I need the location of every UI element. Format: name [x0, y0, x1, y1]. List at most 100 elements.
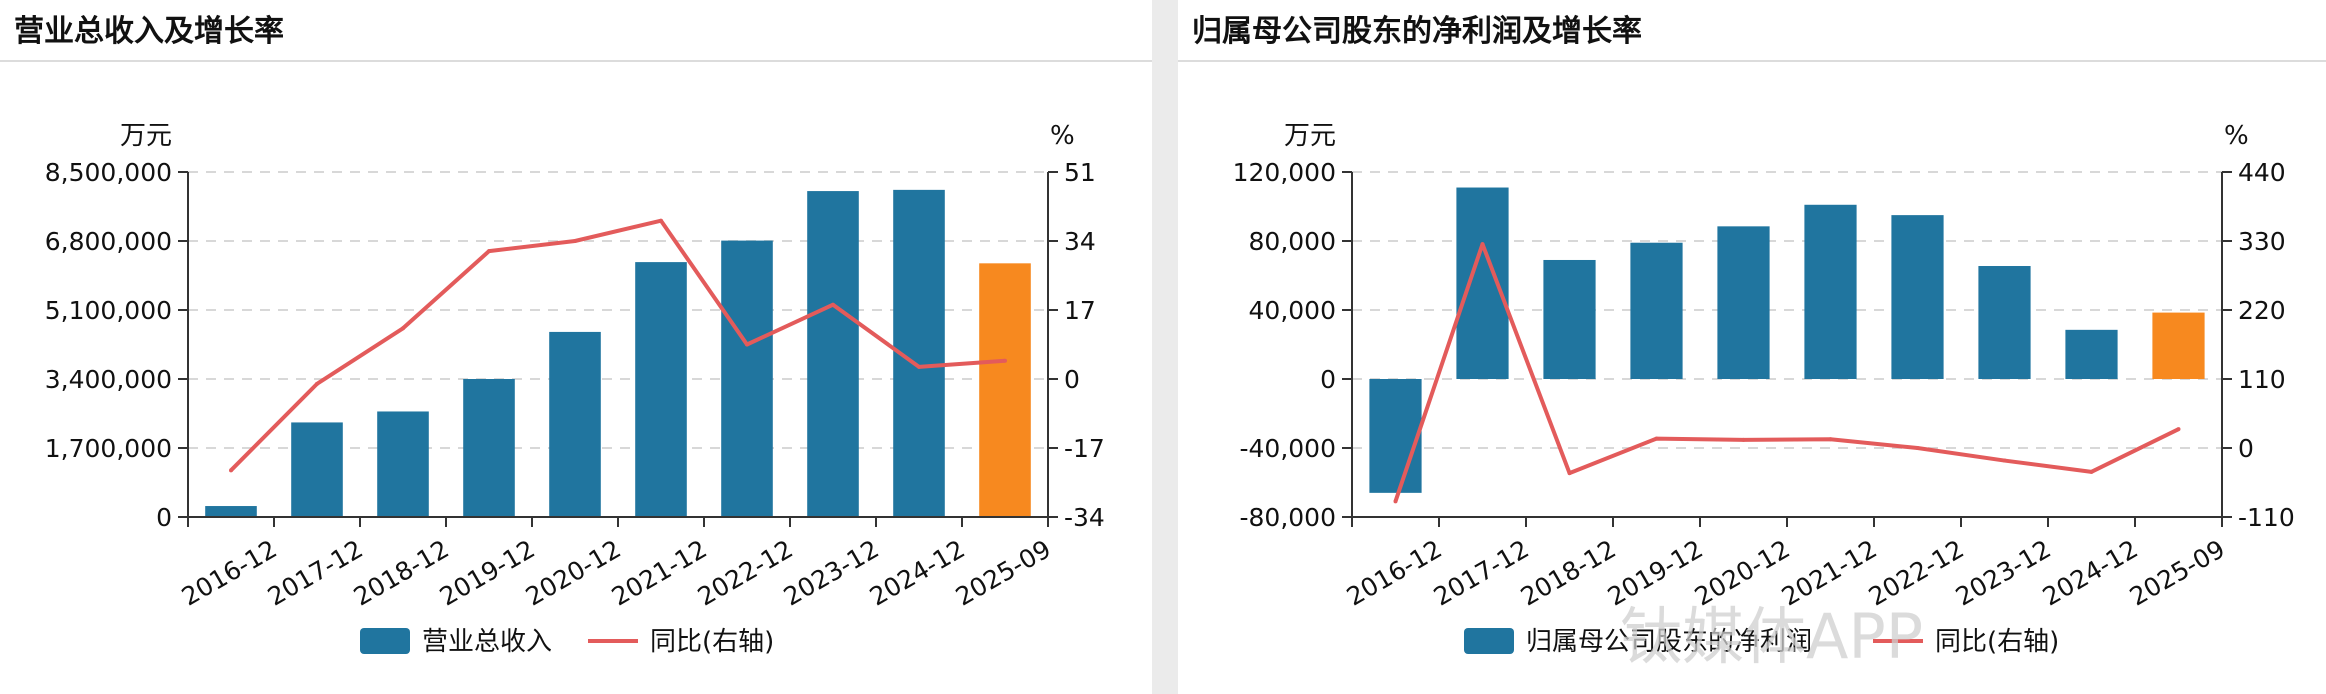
- bar-2019-12: [463, 379, 515, 517]
- growth-point-2017-12: [315, 381, 319, 386]
- x-tick-label: 2022-12: [693, 534, 798, 611]
- legend-line-label: 同比(右轴): [1935, 627, 2059, 657]
- bar-2025-09: [979, 263, 1031, 517]
- y2-tick-label: 17: [1064, 296, 1096, 325]
- growth-point-2021-12: [659, 218, 663, 223]
- y2-axis-unit: %: [1050, 121, 1075, 151]
- x-tick-label: 2024-12: [2038, 534, 2143, 611]
- legend-bar-label: 归属母公司股东的净利润: [1526, 627, 1812, 657]
- growth-point-2019-12: [1654, 436, 1659, 441]
- growth-point-2016-12: [229, 468, 233, 473]
- x-tick-label: 2017-12: [1429, 534, 1534, 611]
- bar-2017-12: [291, 422, 343, 517]
- bar-2018-12: [377, 411, 429, 517]
- y-axis-unit: 万元: [120, 121, 172, 151]
- growth-point-2023-12: [2002, 458, 2007, 463]
- growth-point-2020-12: [1741, 437, 1746, 442]
- y-tick-label: 120,000: [1233, 158, 1336, 187]
- y-axis-unit: 万元: [1284, 121, 1336, 151]
- x-tick-label: 2016-12: [1342, 534, 1447, 611]
- bar-2021-12: [1804, 204, 1857, 379]
- x-tick-label: 2016-12: [177, 534, 282, 611]
- y-tick-label: 0: [156, 503, 172, 532]
- x-tick-label: 2025-09: [951, 534, 1056, 611]
- y-tick-label: 80,000: [1249, 227, 1336, 256]
- bar-2017-12: [1456, 187, 1509, 379]
- growth-point-2021-12: [1828, 437, 1833, 442]
- growth-point-2017-12: [1480, 242, 1485, 247]
- legend-bar-swatch: [360, 628, 410, 654]
- legend-line-label: 同比(右轴): [650, 627, 774, 657]
- page-title: 归属母公司股东的净利润及增长率: [1192, 14, 1642, 49]
- profit-panel: 归属母公司股东的净利润及增长率 -80,000 -40,000 0 40,000 80,…: [1178, 0, 2326, 694]
- y2-tick-label: -17: [1064, 434, 1105, 463]
- title-divider: [1178, 60, 2326, 62]
- y2-tick-label: 220: [2238, 296, 2286, 325]
- y2-tick-label: 330: [2238, 227, 2286, 256]
- y2-tick-label: 440: [2238, 158, 2286, 187]
- y-tick-label: 40,000: [1249, 296, 1336, 325]
- bar-2022-12: [721, 240, 773, 517]
- bar-2018-12: [1543, 259, 1596, 379]
- y-tick-label: 3,400,000: [45, 365, 172, 394]
- growth-point-2018-12: [1567, 471, 1572, 476]
- y2-tick-label: 51: [1064, 158, 1096, 187]
- y2-tick-label: 0: [2238, 434, 2254, 463]
- y-tick-label: -80,000: [1240, 503, 1337, 532]
- bar-2025-09: [2152, 312, 2205, 379]
- revenue-panel: 营业总收入及增长率 0 1,700,000 3,400,000 5,100,000 6,…: [0, 0, 1152, 694]
- x-tick-label: 2018-12: [349, 534, 454, 611]
- revenue-chart: 0 1,700,000 3,400,000 5,100,000 6,800,000 8,5…: [45, 121, 1105, 657]
- bar-2024-12: [2065, 329, 2118, 379]
- bar-2023-12: [1978, 266, 2031, 379]
- profit-chart: -80,000 -40,000 0 40,000 80,000 120,000 -110 0 1…: [1233, 121, 2295, 657]
- y2-tick-label: -110: [2238, 503, 2295, 532]
- y-tick-label: 1,700,000: [45, 434, 172, 463]
- growth-point-2023-12: [831, 302, 835, 307]
- growth-point-2025-09: [2176, 427, 2181, 432]
- growth-point-2018-12: [401, 326, 405, 331]
- x-tick-label: 2024-12: [865, 534, 970, 611]
- bar-2022-12: [1891, 215, 1944, 379]
- x-tick-label: 2018-12: [1516, 534, 1621, 611]
- x-tick-label: 2020-12: [521, 534, 626, 611]
- growth-line: [1393, 242, 2180, 502]
- title-divider: [0, 60, 1152, 62]
- y-tick-label: 6,800,000: [45, 227, 172, 256]
- growth-point-2025-09: [1003, 358, 1007, 363]
- bar-2016-12: [205, 506, 257, 517]
- bar-2019-12: [1630, 242, 1683, 379]
- growth-point-2024-12: [917, 364, 921, 369]
- growth-point-2020-12: [573, 239, 577, 243]
- x-tick-label: 2025-09: [2125, 534, 2230, 611]
- growth-point-2016-12: [1393, 499, 1398, 504]
- page-title: 营业总收入及增长率: [14, 14, 284, 49]
- x-tick-label: 2023-12: [1951, 534, 2056, 611]
- y2-tick-label: -34: [1064, 503, 1105, 532]
- y-tick-label: 0: [1320, 365, 1336, 394]
- x-tick-label: 2019-12: [435, 534, 540, 611]
- y-tick-label: 8,500,000: [45, 158, 172, 187]
- watermark: 钛媒体APP: [1620, 600, 1924, 673]
- y-tick-label: 5,100,000: [45, 296, 172, 325]
- y2-tick-label: 110: [2238, 365, 2286, 394]
- y2-tick-label: 0: [1064, 365, 1080, 394]
- x-tick-label: 2017-12: [263, 534, 368, 611]
- x-tick-label: 2021-12: [607, 534, 712, 611]
- growth-point-2024-12: [2089, 469, 2094, 474]
- x-tick-label: 2023-12: [779, 534, 884, 611]
- bar-2016-12: [1369, 379, 1422, 493]
- legend-bar-swatch: [1464, 628, 1514, 654]
- bar-2023-12: [807, 191, 859, 517]
- legend-bar-label: 营业总收入: [422, 627, 552, 657]
- growth-point-2022-12: [745, 342, 749, 347]
- growth-point-2019-12: [487, 249, 491, 254]
- growth-line: [229, 218, 1006, 472]
- y-tick-label: -40,000: [1240, 434, 1337, 463]
- growth-point-2022-12: [1915, 446, 1920, 450]
- bar-2021-12: [635, 262, 687, 517]
- y2-tick-label: 34: [1064, 227, 1096, 256]
- bar-2020-12: [549, 331, 601, 517]
- bar-2020-12: [1717, 226, 1770, 379]
- y2-axis-unit: %: [2224, 121, 2249, 151]
